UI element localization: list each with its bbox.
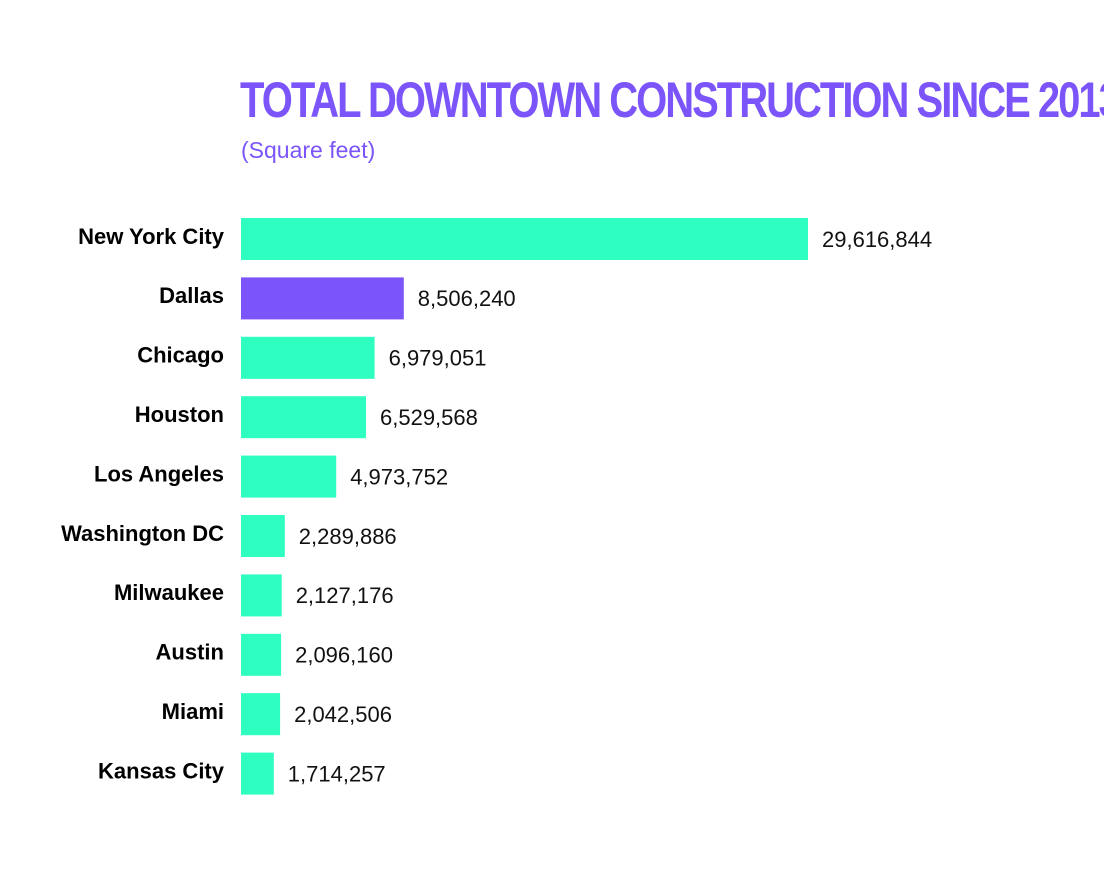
category-label-milwaukee: Milwaukee (114, 580, 224, 605)
category-label-chicago: Chicago (137, 343, 224, 368)
value-label-houston: 6,529,568 (380, 405, 478, 430)
category-label-new-york-city: New York City (78, 224, 225, 249)
category-label-austin: Austin (156, 640, 224, 665)
bar-kansas-city (241, 752, 274, 795)
chart-subtitle: (Square feet) (241, 137, 376, 163)
bar-washington-dc (241, 515, 285, 557)
value-label-new-york-city: 29,616,844 (822, 227, 932, 252)
category-label-los-angeles: Los Angeles (94, 461, 224, 486)
category-label-kansas-city: Kansas City (98, 758, 225, 783)
value-label-washington-dc: 2,289,886 (299, 524, 397, 549)
value-label-milwaukee: 2,127,176 (296, 583, 394, 608)
bar-milwaukee (241, 574, 282, 617)
bar-austin (241, 633, 282, 676)
value-label-austin: 2,096,160 (295, 643, 393, 668)
bar-dallas (241, 277, 404, 320)
value-label-miami: 2,042,506 (294, 702, 392, 727)
bar-new-york-city (241, 218, 808, 260)
category-label-washington-dc: Washington DC (61, 521, 224, 546)
bar-los-angeles (241, 455, 337, 498)
value-label-chicago: 6,979,051 (389, 346, 487, 371)
bar-houston (241, 396, 366, 439)
bar-chicago (241, 336, 375, 379)
value-label-dallas: 8,506,240 (418, 286, 516, 311)
value-label-kansas-city: 1,714,257 (288, 761, 386, 786)
category-label-miami: Miami (162, 699, 224, 724)
bar-miami (241, 693, 281, 736)
category-label-houston: Houston (135, 402, 224, 427)
category-label-dallas: Dallas (159, 283, 224, 308)
value-label-los-angeles: 4,973,752 (350, 464, 448, 489)
